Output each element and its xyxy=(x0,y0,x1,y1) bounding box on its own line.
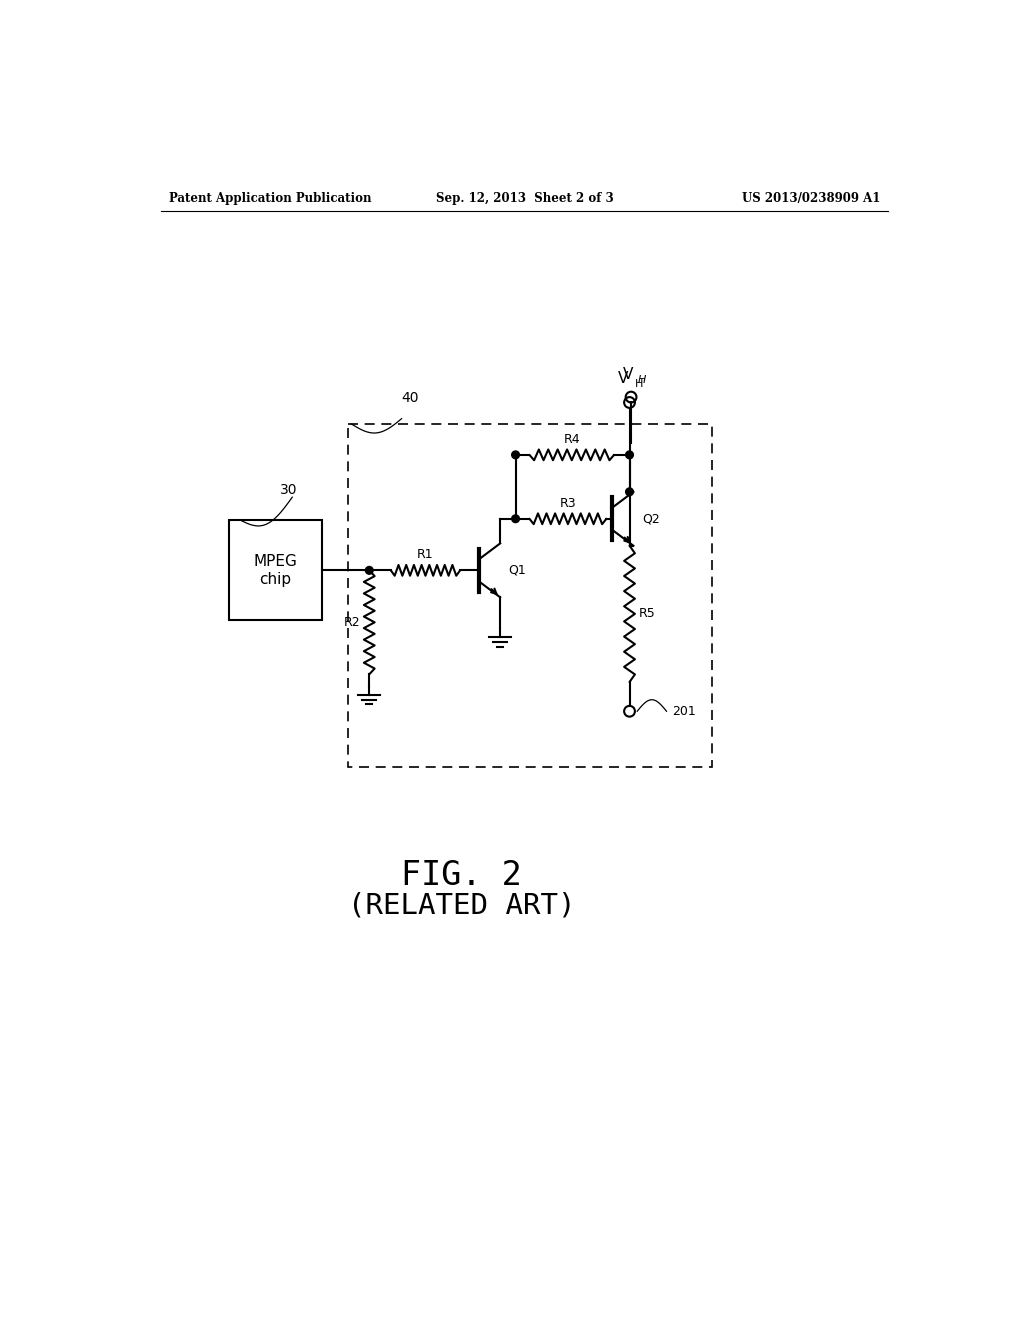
Text: H: H xyxy=(635,379,643,389)
Text: FIG. 2: FIG. 2 xyxy=(401,859,522,892)
Text: 40: 40 xyxy=(401,391,419,405)
Text: (RELATED ART): (RELATED ART) xyxy=(348,891,575,920)
Text: R4: R4 xyxy=(563,433,580,446)
Text: US 2013/0238909 A1: US 2013/0238909 A1 xyxy=(742,191,881,205)
Text: Q1: Q1 xyxy=(508,564,525,577)
Text: H: H xyxy=(638,375,646,385)
Circle shape xyxy=(512,451,519,459)
Text: Q2: Q2 xyxy=(643,512,660,525)
Text: R1: R1 xyxy=(417,548,434,561)
Circle shape xyxy=(512,515,519,523)
Text: R2: R2 xyxy=(343,616,360,628)
Circle shape xyxy=(626,451,634,459)
Text: Sep. 12, 2013  Sheet 2 of 3: Sep. 12, 2013 Sheet 2 of 3 xyxy=(436,191,613,205)
Circle shape xyxy=(366,566,373,574)
Text: R5: R5 xyxy=(639,607,655,620)
Text: Patent Application Publication: Patent Application Publication xyxy=(169,191,372,205)
Text: 201: 201 xyxy=(672,705,695,718)
Text: V: V xyxy=(618,371,629,385)
Text: V: V xyxy=(623,367,633,381)
Text: MPEG
chip: MPEG chip xyxy=(253,554,297,586)
Text: R3: R3 xyxy=(559,496,577,510)
Circle shape xyxy=(626,488,634,496)
Text: 30: 30 xyxy=(280,483,297,498)
FancyBboxPatch shape xyxy=(229,520,322,620)
